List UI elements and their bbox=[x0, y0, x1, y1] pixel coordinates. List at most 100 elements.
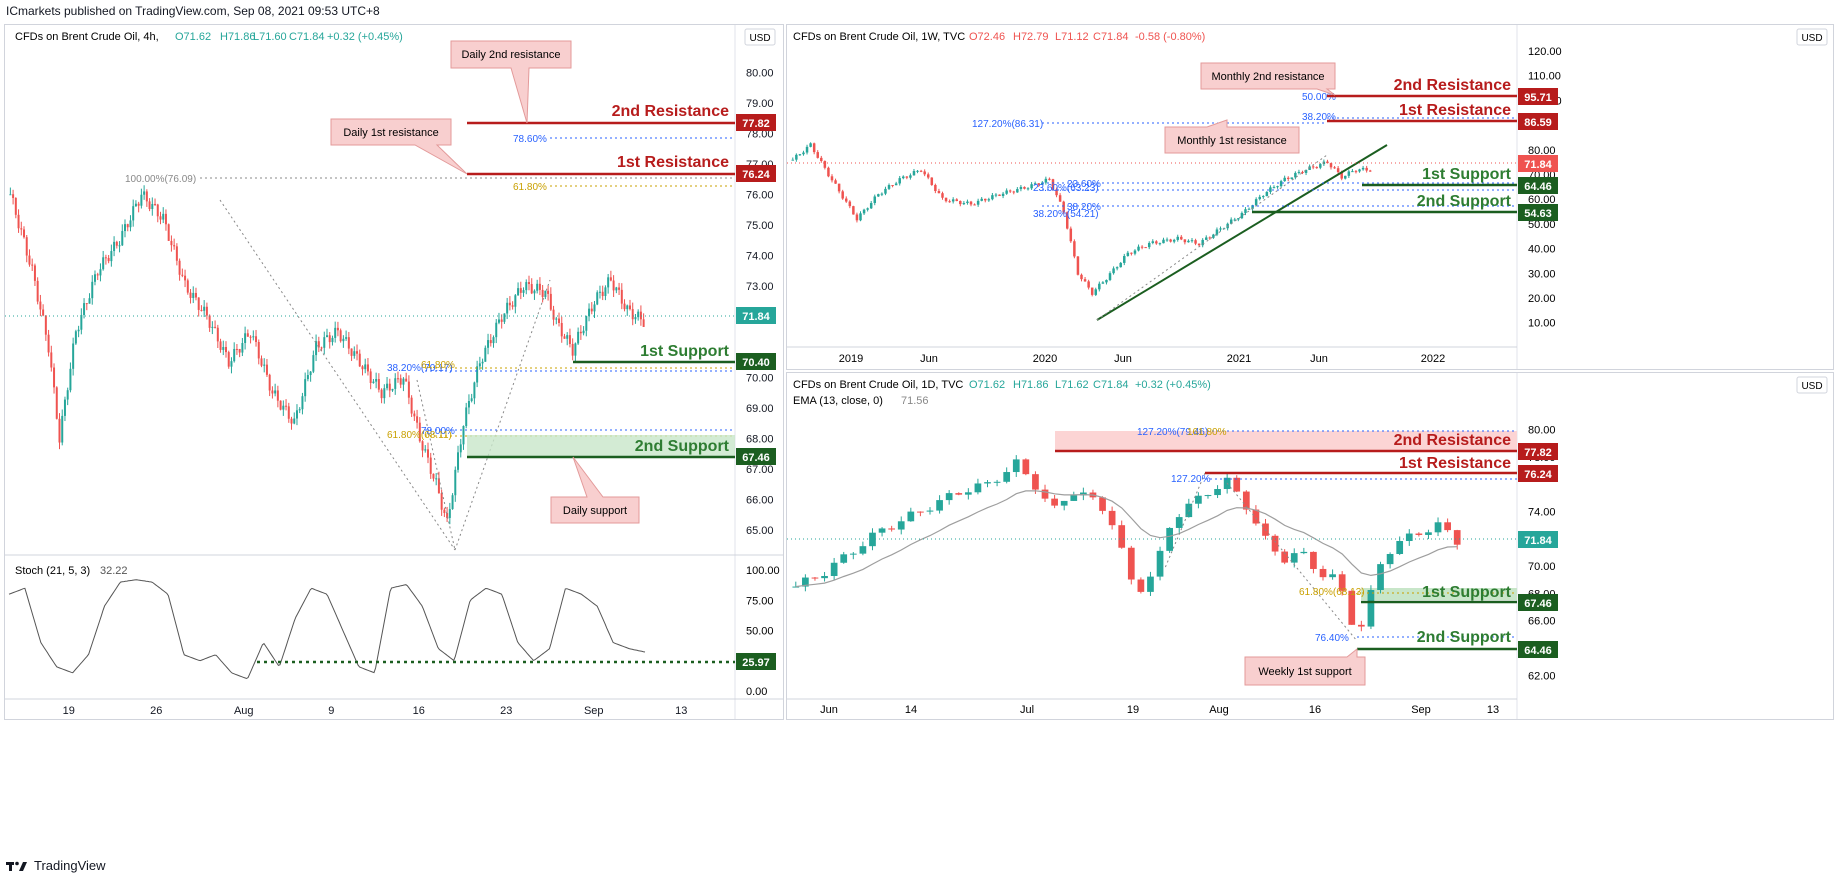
ohlc-open: O72.46 bbox=[969, 31, 1005, 43]
chart-1w-svg[interactable]: CFDs on Brent Crude Oil, 1W, TVC O72.46 … bbox=[787, 25, 1833, 369]
c-candle bbox=[1051, 498, 1058, 506]
a-candle bbox=[143, 191, 146, 195]
c-candle bbox=[1175, 517, 1183, 528]
fib-382-label: 38.20%(70.17) bbox=[387, 363, 453, 374]
b-candle bbox=[1258, 196, 1261, 200]
b-candle bbox=[1065, 212, 1069, 229]
a-candle bbox=[536, 283, 539, 291]
currency-badge[interactable] bbox=[1796, 28, 1828, 46]
a-candle bbox=[590, 308, 593, 312]
b-xtick: 2019 bbox=[839, 353, 863, 365]
a-candle bbox=[320, 347, 323, 349]
fib-trend-line-3 bbox=[416, 379, 456, 551]
a-candle bbox=[356, 351, 359, 354]
b-candle bbox=[1158, 243, 1162, 245]
sup2-price-tag bbox=[1518, 204, 1558, 221]
b-candle bbox=[1041, 182, 1044, 185]
a-candle bbox=[538, 283, 541, 290]
b-candle bbox=[1019, 186, 1023, 190]
a-candle bbox=[91, 281, 94, 299]
a-ytick: 70.00 bbox=[746, 372, 774, 384]
a-candle bbox=[437, 478, 440, 494]
b-candle bbox=[1244, 209, 1247, 213]
fib-786-label: 78.60% bbox=[513, 134, 547, 145]
last-price-value: 71.84 bbox=[1524, 159, 1552, 171]
sup2-price-value: 54.63 bbox=[1524, 208, 1552, 220]
last-price-value: 71.84 bbox=[742, 311, 770, 323]
a-candle bbox=[23, 229, 26, 238]
ema-title: EMA (13, close, 0) bbox=[793, 395, 883, 407]
a-candle bbox=[547, 290, 550, 294]
currency-badge[interactable] bbox=[744, 28, 776, 46]
b-candle bbox=[994, 194, 998, 196]
c-candle bbox=[811, 577, 819, 579]
b-candle bbox=[830, 176, 834, 181]
a-candle bbox=[467, 401, 470, 408]
ohlc-high: H72.79 bbox=[1013, 31, 1048, 43]
a-candle bbox=[372, 381, 375, 383]
currency-badge[interactable] bbox=[1796, 376, 1828, 394]
ohlc-open: O71.62 bbox=[175, 31, 211, 43]
b-candle bbox=[1351, 171, 1354, 173]
c-ytick: 66.00 bbox=[1528, 616, 1556, 628]
chart-pane-1d[interactable]: CFDs on Brent Crude Oil, 1D, TVC O71.62 … bbox=[786, 372, 1834, 720]
c-candle bbox=[1367, 590, 1375, 627]
a-candle bbox=[208, 315, 211, 328]
last-price-tag bbox=[736, 307, 776, 324]
a-candle bbox=[249, 336, 252, 338]
b-candle bbox=[1080, 274, 1083, 280]
stoch-ytick: 100.00 bbox=[746, 565, 780, 577]
chart-pane-4h[interactable]: CFDs on Brent Crude Oil, 4h, O71.62 H71.… bbox=[4, 24, 784, 720]
b-candle bbox=[1176, 236, 1179, 240]
a-candle bbox=[312, 355, 315, 372]
a-candle bbox=[563, 336, 566, 339]
chart-pane-1w[interactable]: CFDs on Brent Crude Oil, 1W, TVC O72.46 … bbox=[786, 24, 1834, 370]
a-candle bbox=[175, 246, 178, 261]
c-candle bbox=[1386, 553, 1394, 565]
b-candle bbox=[1026, 188, 1030, 190]
c-candle bbox=[888, 528, 896, 530]
b-candle bbox=[1344, 175, 1347, 179]
b-candle bbox=[866, 208, 869, 210]
last-price-tag bbox=[1518, 155, 1558, 172]
fib-1272a2-label: 161.80% bbox=[1187, 427, 1227, 438]
c-candle bbox=[1300, 551, 1308, 554]
c-candle bbox=[1425, 532, 1432, 535]
chart-1d-svg[interactable]: CFDs on Brent Crude Oil, 1D, TVC O71.62 … bbox=[787, 373, 1833, 719]
a-candle bbox=[235, 348, 238, 350]
b-candle bbox=[880, 193, 884, 195]
ohlc-low: L71.62 bbox=[1055, 379, 1089, 391]
a-candle bbox=[568, 335, 571, 344]
stoch-title: Stoch (21, 5, 3) bbox=[15, 565, 90, 577]
a-candle bbox=[102, 257, 105, 270]
a-candle bbox=[615, 287, 618, 291]
last-price-tag bbox=[1518, 531, 1558, 548]
sup2-price-tag bbox=[1518, 641, 1558, 658]
c-candle bbox=[964, 492, 972, 495]
a-candle bbox=[375, 379, 378, 382]
stoch-value: 32.22 bbox=[100, 565, 128, 577]
b-candle bbox=[941, 193, 944, 198]
a-candle bbox=[115, 241, 118, 246]
stoch-line bbox=[8, 579, 646, 680]
c-candle bbox=[1080, 492, 1087, 496]
b-candle bbox=[1308, 166, 1311, 170]
chart-4h-svg[interactable]: CFDs on Brent Crude Oil, 4h, O71.62 H71.… bbox=[5, 25, 783, 719]
res1-price-value: 86.59 bbox=[1524, 117, 1552, 129]
c-candle bbox=[1444, 522, 1451, 531]
support-zone bbox=[1361, 588, 1517, 600]
callout-m1-shape bbox=[1164, 119, 1300, 154]
res2-price-value: 77.82 bbox=[742, 118, 770, 130]
b-candle bbox=[1155, 241, 1158, 244]
a-candle bbox=[410, 397, 413, 414]
a-candle bbox=[618, 287, 621, 290]
b-candle bbox=[795, 154, 798, 160]
b-candle bbox=[1180, 236, 1183, 240]
c-xtick: 19 bbox=[1127, 704, 1139, 716]
b-candle bbox=[1265, 191, 1269, 197]
a-candle bbox=[552, 309, 555, 320]
a-ytick: 75.00 bbox=[746, 220, 774, 232]
a-candle bbox=[402, 378, 405, 385]
a-candle bbox=[301, 396, 304, 410]
a-candle bbox=[345, 337, 348, 339]
